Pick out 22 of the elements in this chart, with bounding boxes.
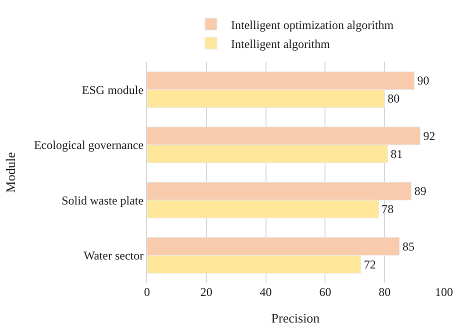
data-label: 72: [364, 257, 376, 272]
x-tick-label: 60: [319, 285, 332, 299]
x-tick-label: 100: [435, 285, 453, 299]
y-tick-label: Ecological governance: [34, 138, 144, 152]
legend-label: Intelligent optimization algorithm: [231, 18, 394, 32]
x-tick-label: 80: [378, 285, 391, 299]
data-label: 90: [417, 74, 430, 88]
data-label: 92: [423, 128, 436, 143]
y-tick-label: ESG module: [82, 82, 144, 97]
y-axis-title: Module: [2, 152, 18, 193]
data-label: 80: [388, 92, 400, 106]
y-tick-label: Water sector: [84, 248, 144, 263]
x-axis-title: Precision: [271, 310, 320, 326]
data-label: 85: [402, 239, 414, 254]
x-tick-label: 20: [200, 285, 212, 299]
x-tick-label: 40: [260, 285, 272, 299]
y-tick-label: Solid waste plate: [62, 193, 144, 208]
data-label: 78: [382, 202, 394, 216]
x-tick-label: 0: [144, 285, 150, 299]
data-label: 89: [414, 184, 426, 198]
legend-label: Intelligent algorithm: [231, 36, 331, 51]
data-label: 81: [390, 146, 403, 161]
